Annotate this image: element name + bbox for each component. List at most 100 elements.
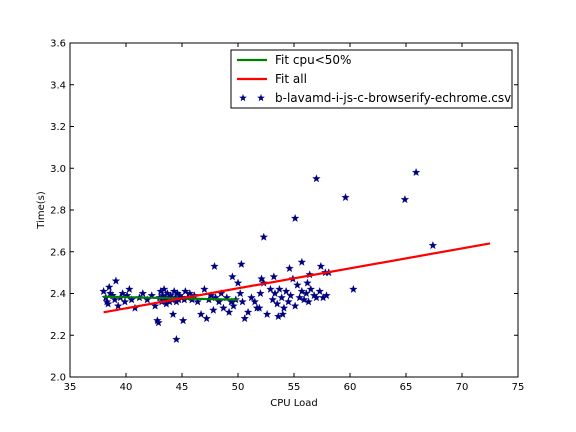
scatter-point <box>178 316 188 325</box>
scatter-point <box>284 297 293 306</box>
x-tick-label: 75 <box>512 382 525 393</box>
scatter-point <box>303 278 312 287</box>
y-tick-label: 3.6 <box>50 39 66 50</box>
scatter-point <box>286 291 295 300</box>
x-tick-label: 55 <box>288 382 301 393</box>
scatter-point <box>138 289 148 298</box>
scatter-point <box>200 284 209 293</box>
scatter-point <box>154 318 163 327</box>
scatter-point <box>428 241 438 250</box>
scatter-point <box>127 295 136 304</box>
scatter-point <box>293 280 302 289</box>
scatter-point <box>306 284 316 293</box>
y-tick-label: 3.2 <box>50 122 66 133</box>
scatter-point <box>315 286 324 295</box>
y-axis: 2.0 2.2 2.4 2.6 2.8 3.0 3.2 3.4 3.6 <box>50 39 518 384</box>
plot-area <box>99 168 491 344</box>
y-tick-label: 2.8 <box>50 206 66 217</box>
scatter-point <box>103 299 113 308</box>
scatter-point <box>224 307 234 316</box>
scatter-point <box>214 297 224 306</box>
legend-label: b-lavamd-i-js-c-browserify-echrome.csv <box>275 91 511 105</box>
scatter-point <box>125 284 134 293</box>
scatter-point <box>278 309 288 318</box>
scatter-point <box>172 334 181 344</box>
scatter-point <box>219 303 228 312</box>
scatter-point <box>185 289 195 298</box>
scatter-point <box>193 297 202 306</box>
scatter-point <box>262 309 272 318</box>
y-axis-label: Time(s) <box>36 191 47 230</box>
y-tick-label: 3.4 <box>50 80 66 91</box>
scatter-point <box>290 213 300 222</box>
scatter-point <box>181 286 190 295</box>
legend-marker <box>239 94 247 102</box>
scatter-point <box>120 297 130 306</box>
scatter-point <box>250 297 260 306</box>
x-tick-label: 60 <box>344 382 357 393</box>
scatter-point <box>236 289 245 298</box>
scatter-point <box>163 289 172 298</box>
scatter-point <box>297 286 307 295</box>
scatter-point <box>169 286 179 295</box>
scatter-point <box>275 284 284 293</box>
scatter-point <box>237 259 246 268</box>
scatter-point <box>118 289 127 298</box>
y-tick-label: 3.0 <box>50 164 66 175</box>
x-axis-label: CPU Load <box>270 398 318 409</box>
x-tick-label: 65 <box>400 382 413 393</box>
fit-line-0 <box>103 295 239 301</box>
scatter-point <box>168 309 178 318</box>
legend: Fit cpu<50% Fit all b-lavamd-i-js-c-browse… <box>230 49 513 109</box>
x-tick-label: 45 <box>176 382 189 393</box>
scatter-point <box>304 297 313 306</box>
scatter-point <box>400 195 410 204</box>
scatter-point <box>341 193 350 202</box>
legend-label: Fit all <box>275 72 307 86</box>
legend-box <box>230 49 513 109</box>
scatter-point <box>312 174 321 183</box>
scatter-point <box>196 309 206 318</box>
scatter-point <box>238 297 247 306</box>
scatter-point <box>349 284 358 293</box>
legend-marker <box>257 94 265 102</box>
scatter-point <box>159 284 169 293</box>
scatter-point <box>295 293 304 302</box>
scatter-point <box>272 299 282 308</box>
scatter-point <box>229 301 238 310</box>
x-tick-label: 35 <box>64 382 77 393</box>
scatter-point <box>268 295 277 304</box>
scatter-point <box>297 257 307 266</box>
scatter-point <box>279 303 289 312</box>
y-tick-label: 2.2 <box>50 331 66 342</box>
x-tick-label: 70 <box>456 382 469 393</box>
y-tick-label: 2.4 <box>50 289 66 300</box>
scatter-point <box>266 284 275 293</box>
scatter-point <box>104 282 114 291</box>
fit-line-1 <box>103 242 491 314</box>
y-tick-label: 2.0 <box>50 373 66 384</box>
scatter-point <box>259 232 268 241</box>
scatter-point <box>316 261 326 270</box>
scatter-point <box>150 301 160 310</box>
scatter-point <box>202 314 211 323</box>
scatter-point <box>322 291 331 300</box>
scatter-point <box>209 305 218 314</box>
scatter-point <box>281 286 291 295</box>
scatter-point <box>247 293 256 302</box>
scatter-point <box>110 295 120 304</box>
scatter-point <box>277 293 286 302</box>
scatter-point <box>269 272 279 281</box>
x-axis: 35 40 45 50 55 60 65 70 75 <box>64 43 525 393</box>
legend-label: Fit cpu<50% <box>275 53 351 67</box>
scatter-point <box>255 303 264 312</box>
scatter-point <box>243 307 253 316</box>
scatter-point <box>99 286 108 295</box>
scatter-point <box>228 272 237 281</box>
scatter-point <box>256 289 265 298</box>
scatter-point <box>111 276 121 285</box>
x-tick-label: 40 <box>120 382 133 393</box>
scatter-point <box>210 261 219 270</box>
scatter-point <box>233 278 243 287</box>
